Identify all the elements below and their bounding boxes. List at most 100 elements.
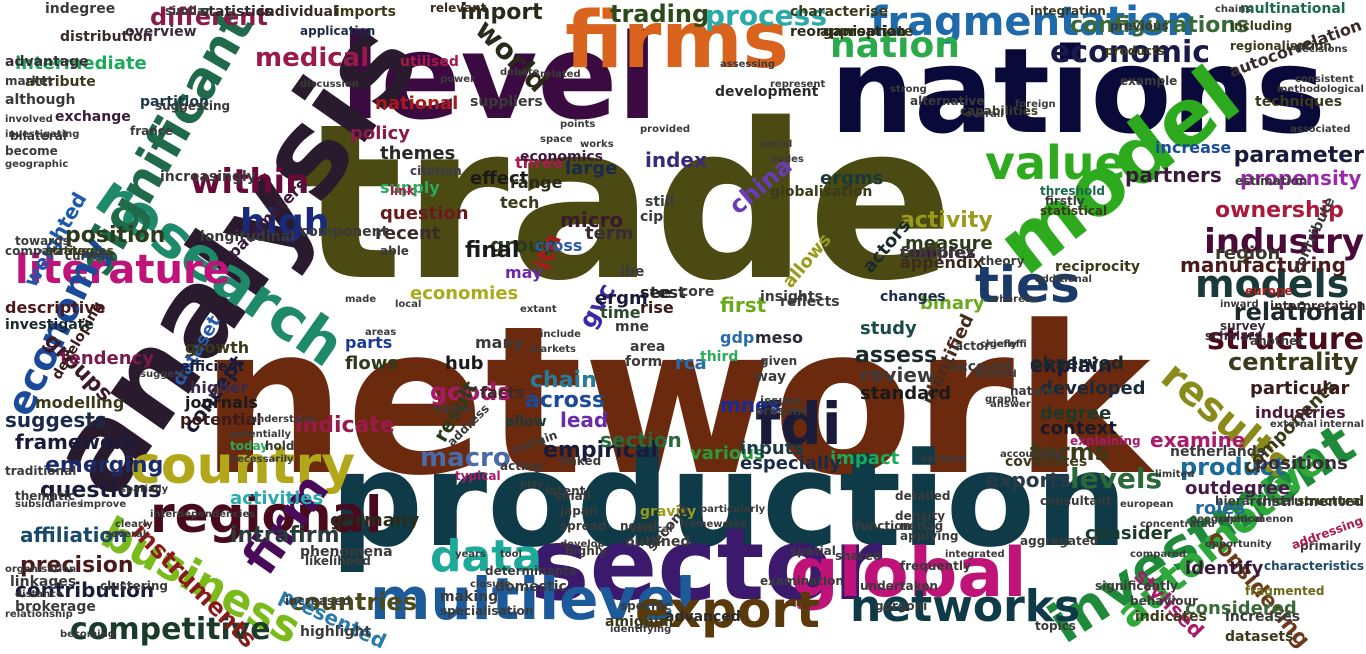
word-regional: regional	[150, 486, 383, 544]
word-specific: specific	[620, 599, 672, 613]
word-considered: considered	[1185, 598, 1297, 619]
word-across: across	[525, 388, 606, 413]
word-markets: markets	[530, 344, 576, 355]
word-estimation: estimation	[1235, 174, 1308, 188]
word-ergm: ergm	[595, 288, 648, 309]
word-globalisation: globalisation	[770, 184, 873, 200]
word-local: local	[395, 299, 422, 310]
word-process: process	[705, 0, 828, 32]
word-fdi: fdi	[755, 390, 842, 458]
word-vertical: vertical	[630, 524, 673, 535]
word-exports: exports	[985, 468, 1071, 492]
word-inward: inward	[1220, 299, 1259, 310]
word-rise: rise	[640, 298, 674, 317]
word-statistics: statistics	[200, 4, 273, 20]
word-novel: novel	[620, 519, 657, 533]
word-foreign: foreign	[1015, 99, 1056, 110]
word-geographic: geographic	[5, 159, 69, 170]
word-advantage: advantage	[5, 54, 89, 70]
word-various: various	[690, 443, 765, 464]
word-similar: similar	[165, 4, 212, 18]
word-function: function	[855, 519, 912, 533]
word-bilateral: bilateral	[10, 129, 67, 143]
word-activities: activities	[230, 488, 324, 509]
word-scholars: scholars	[1205, 329, 1262, 343]
word-especially: especially	[740, 453, 842, 474]
word-review: review	[860, 363, 936, 387]
word-may: may	[505, 263, 543, 282]
word-insights: insights	[760, 289, 823, 305]
word-chains: chains	[1215, 4, 1252, 15]
word-integrated: integrated	[945, 549, 1005, 560]
word-national: national	[375, 93, 459, 114]
word-position: position	[65, 223, 166, 248]
word-indicates: indicates	[1135, 609, 1207, 625]
word-different: different	[150, 3, 268, 31]
word-level: level	[340, 8, 658, 146]
word-distance: distance	[15, 589, 63, 600]
word-contribution: contribution	[15, 578, 155, 602]
word-increasingly: increasingly	[160, 169, 256, 185]
word-netlag: netlag	[900, 519, 944, 533]
word-reorganisation: reorganisation	[790, 24, 907, 40]
word-indicate: indicate	[295, 413, 395, 438]
word-micro: micro	[560, 208, 624, 232]
word-made: made	[345, 294, 377, 305]
word-survey: survey	[1220, 319, 1266, 333]
word-spread: spread	[560, 519, 607, 533]
word-rca: rca	[675, 353, 707, 374]
word-explain: explain	[1030, 353, 1113, 377]
word-alternative: alternative	[910, 94, 985, 108]
word-areas: areas	[365, 327, 397, 338]
word-present: present	[755, 404, 808, 418]
word-necessarily: necessarily	[230, 454, 294, 465]
word-nation: nation	[830, 25, 960, 66]
word-involved: involved	[5, 114, 53, 125]
word-utilised: utilised	[400, 54, 459, 70]
word-section: section	[600, 428, 682, 452]
word-chain: chain	[530, 368, 597, 393]
word-efficient: efficient	[180, 359, 245, 375]
word-develop: develop	[560, 539, 605, 550]
word-impact: impact	[830, 448, 900, 469]
word-many: many	[475, 333, 525, 352]
word-degree: degree	[1040, 403, 1112, 424]
word-macro: macro	[420, 443, 511, 473]
word-allow: allow	[505, 414, 547, 430]
word-related: related	[540, 69, 581, 80]
word-production: production	[330, 424, 1128, 576]
word-partition: partition	[140, 94, 209, 110]
word-years: years	[455, 549, 486, 560]
word-flows: flows	[345, 353, 399, 374]
word-appropriate: appropriate	[820, 24, 914, 40]
word-organisation: organisation	[5, 564, 77, 575]
word-regionalisation: regionalisation	[1230, 39, 1332, 53]
word-topics: topics	[1035, 619, 1076, 633]
word-outlined: outlined	[625, 534, 691, 550]
word-cip: cip	[640, 209, 664, 225]
word-typical: typical	[455, 469, 501, 483]
word-network: network	[200, 283, 1151, 521]
word-structural: structural	[1297, 494, 1364, 508]
word-clustering: clustering	[100, 579, 168, 593]
word-fragmentation: fragmentation	[870, 0, 1195, 45]
word-limited: limited	[1155, 469, 1195, 480]
word-example: example	[1120, 74, 1178, 88]
word-likelihood: likelihood	[305, 554, 371, 568]
word-trade: trade	[300, 77, 954, 328]
word-index: index	[645, 148, 707, 172]
word-comparative: comparative	[5, 244, 90, 258]
word-tool: tool	[500, 549, 522, 560]
word-japan: japan	[560, 504, 598, 518]
word-effect: effect	[470, 168, 529, 189]
word-space: space	[540, 134, 573, 145]
word-nations: nations	[830, 22, 1326, 160]
word-area: area	[630, 339, 666, 355]
word-subsidiaries: subsidiaries	[15, 499, 84, 510]
word-study: study	[860, 318, 917, 339]
word-whereas: whereas	[990, 294, 1038, 305]
word-examine: examine	[1150, 428, 1246, 452]
word-application: application	[300, 24, 376, 38]
word-overview: overview	[125, 24, 197, 40]
word-goods: goods	[430, 378, 512, 406]
